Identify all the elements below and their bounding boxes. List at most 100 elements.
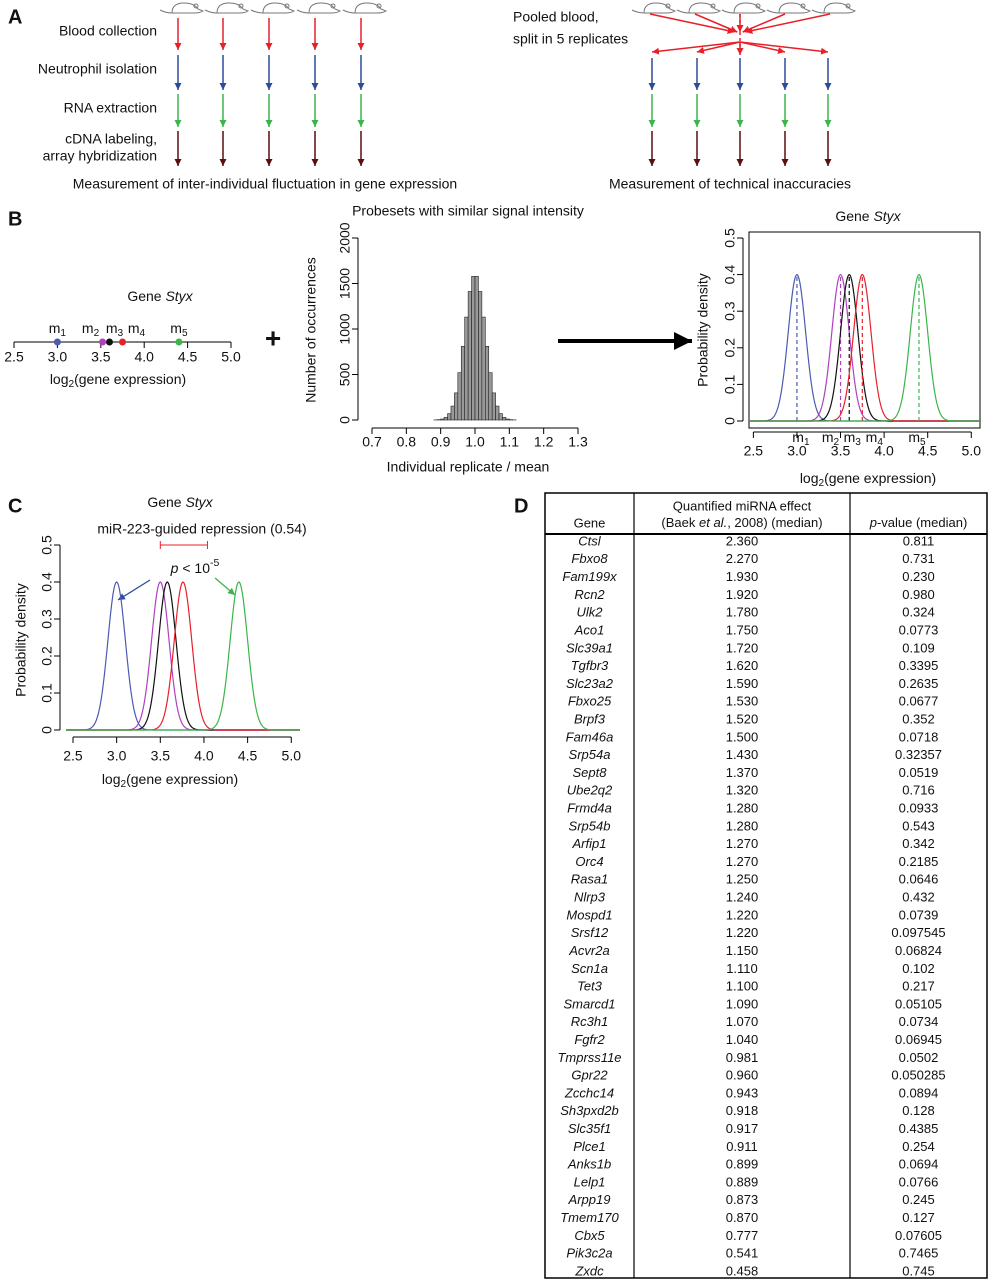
point	[119, 338, 126, 346]
title-part: Gene	[147, 494, 185, 510]
gene-cell: Lelp1	[574, 1174, 606, 1189]
y-tick-label: 1000	[337, 313, 353, 344]
header-cell: p-value (median)	[869, 515, 968, 530]
gene-cell: Rasa1	[571, 872, 609, 887]
bracket	[159, 541, 208, 549]
density-curve	[66, 581, 300, 731]
x-axis-label: Individual replicate / mean	[387, 459, 550, 475]
table-cell: 1.720	[726, 640, 759, 655]
table-cell: 0.127	[902, 1210, 935, 1225]
header-cell: (Baek et al., 2008) (median)	[661, 515, 822, 530]
x-tick-label: 1.0	[465, 434, 485, 450]
gene-cell: Rc3h1	[571, 1014, 609, 1029]
title-part: Gene	[835, 208, 873, 224]
table-cell: 0.458	[726, 1263, 759, 1278]
series-label: m2	[822, 429, 840, 448]
chart-title: Probesets with similar signal intensity	[352, 203, 584, 219]
table-cell: 1.040	[726, 1032, 759, 1047]
density-curve	[66, 581, 300, 731]
table-cell: 0.960	[726, 1068, 759, 1083]
x-tick-label: 5.0	[962, 443, 982, 459]
y-axis-label: Probability density	[695, 273, 711, 387]
table-cell: 0.097545	[891, 925, 945, 940]
point	[99, 338, 107, 346]
table-cell: 0.811	[903, 533, 935, 548]
point-label-sub: 2	[94, 328, 100, 339]
table-cell: 0.352	[902, 711, 935, 726]
point-label: m1	[49, 320, 67, 339]
table-cell: 0.2185	[899, 854, 939, 869]
series-label: m3	[844, 429, 862, 448]
chart-title: Gene Styx	[835, 208, 901, 224]
table-cell: 0.06945	[895, 1032, 942, 1047]
table-cell: 1.750	[726, 622, 759, 637]
y-tick-label: 0.2	[39, 646, 55, 666]
gene-cell: Srp54a	[569, 747, 611, 762]
table-cell: 1.780	[726, 605, 759, 620]
bar	[502, 417, 507, 421]
mouse-icon	[204, 2, 249, 14]
y-tick-label: 0	[337, 416, 353, 424]
gene-cell: Rcn2	[574, 587, 605, 602]
panel-label: D	[514, 495, 528, 517]
table-cell: 1.530	[726, 694, 759, 709]
table-cell: 1.280	[726, 801, 759, 816]
point-label: m5	[170, 320, 188, 339]
title-part: Styx	[165, 288, 193, 304]
table-cell: 0.745	[902, 1263, 935, 1278]
series-label: m4	[866, 429, 884, 448]
bar	[484, 345, 490, 421]
table-cell: 0.3395	[899, 658, 939, 673]
gene-cell: Zcchc14	[564, 1085, 614, 1100]
table-cell: 0.0933	[899, 801, 939, 816]
point-label-base: m	[82, 320, 94, 336]
table-cell: 1.150	[726, 943, 759, 958]
x-axis-label-rest: (gene expression)	[74, 371, 186, 387]
title-part: Styx	[873, 208, 901, 224]
arrow	[742, 13, 786, 33]
density-curve	[749, 273, 980, 422]
gene-cell: Arfip1	[572, 836, 607, 851]
table-cell: 0.128	[902, 1103, 935, 1118]
p-label-part: < 10	[178, 560, 210, 576]
step-label: Neutrophil isolation	[38, 61, 157, 77]
density-curve	[749, 273, 980, 422]
table-cell: 1.240	[726, 890, 759, 905]
y-axis-label: Number of occurrences	[303, 257, 319, 403]
point-label-base: m	[106, 320, 118, 336]
arrow	[696, 41, 741, 54]
table-cell: 1.320	[726, 783, 759, 798]
mouse-icon	[296, 2, 341, 14]
header-cell: Gene	[574, 515, 606, 530]
x-tick-label: 1.2	[534, 434, 554, 450]
table-cell: 1.930	[726, 569, 759, 584]
table-cell: 1.430	[726, 747, 759, 762]
gene-cell: Mospd1	[566, 907, 612, 922]
density-curve	[749, 273, 980, 422]
point-label-sub: 4	[140, 328, 146, 339]
series-label-base: m	[866, 429, 878, 445]
y-tick-label: 0.4	[722, 265, 738, 285]
table-cell: 0.0894	[899, 1085, 939, 1100]
point-label: m4	[128, 320, 146, 339]
point	[53, 338, 61, 346]
arrow	[745, 13, 831, 34]
table-cell: 1.270	[726, 836, 759, 851]
p-label-part: p	[170, 560, 179, 576]
series-label-base: m	[844, 429, 856, 445]
density-curve	[749, 273, 980, 422]
gene-cell: Zxdc	[574, 1263, 604, 1278]
table-frame	[544, 492, 988, 1279]
gene-cell: Anks1b	[567, 1157, 611, 1172]
gene-cell: Tet3	[577, 979, 603, 994]
gene-cell: Tmprss11e	[557, 1050, 621, 1065]
arrow	[651, 41, 741, 55]
gene-cell: Sh3pxd2b	[560, 1103, 619, 1118]
table-cell: 0.0739	[899, 907, 939, 922]
arrow	[694, 13, 738, 33]
table-cell: 1.370	[726, 765, 759, 780]
step-label: cDNA labeling,	[65, 131, 157, 147]
table-cell: 0.050285	[891, 1068, 945, 1083]
gene-cell: Gpr22	[571, 1068, 608, 1083]
table-cell: 1.280	[726, 818, 759, 833]
